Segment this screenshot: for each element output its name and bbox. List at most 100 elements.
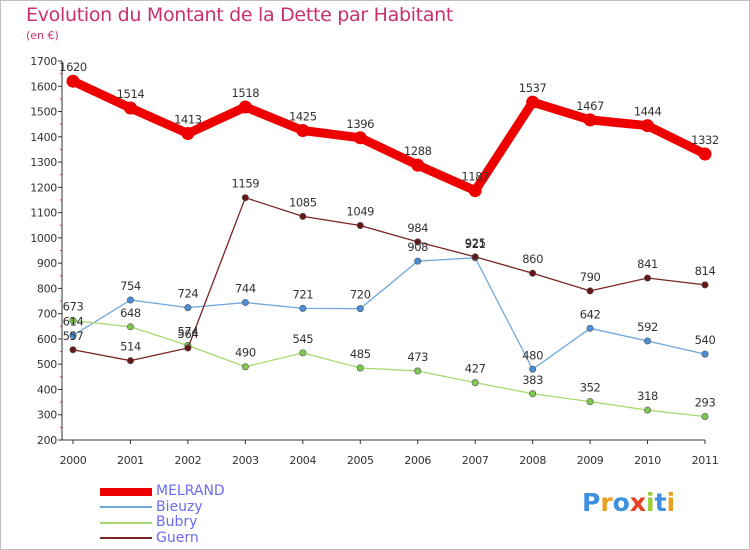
data-label: 1514: [117, 87, 145, 101]
data-point: [701, 413, 709, 421]
x-tick-label: 2004: [289, 454, 316, 467]
data-point: [69, 316, 77, 324]
data-point: [641, 119, 655, 133]
data-label: 318: [637, 389, 658, 403]
chart-unit: (en €): [26, 29, 59, 42]
series-line-melrand: [68, 76, 710, 196]
x-tick-label: 2009: [577, 454, 604, 467]
data-point: [241, 194, 249, 202]
data-point: [66, 74, 80, 88]
legend: MELRAND Bieuzy Bubry Guern: [100, 484, 225, 546]
data-point: [414, 367, 422, 375]
data-label: 754: [120, 279, 141, 293]
data-label: 1159: [232, 177, 260, 191]
data-label: 1467: [576, 99, 604, 113]
legend-swatch: [100, 521, 152, 524]
data-point: [471, 253, 479, 261]
data-point: [529, 365, 537, 373]
data-point: [701, 281, 709, 289]
data-label: 1396: [346, 117, 374, 131]
data-point: [69, 346, 77, 354]
y-tick-label: 1300: [30, 156, 57, 169]
data-label: 814: [695, 264, 716, 278]
data-label: 925: [465, 236, 486, 250]
data-label: 648: [120, 306, 141, 320]
data-label: 592: [637, 320, 658, 334]
x-tick-label: 2002: [175, 454, 202, 467]
data-label: 1049: [346, 204, 374, 218]
data-label: 908: [407, 240, 428, 254]
data-point: [296, 123, 310, 137]
y-tick-label: 1600: [30, 80, 57, 93]
data-label: 574: [178, 325, 199, 339]
legend-item: Guern: [100, 530, 225, 547]
y-tick-label: 700: [37, 308, 57, 321]
data-labels: 1620 1514 1413 1518 1425 1396 1288 1187 1537 1467…: [59, 60, 719, 409]
data-point: [241, 299, 249, 307]
y-tick-label: 1500: [30, 106, 57, 119]
series-lines: [66, 74, 712, 421]
data-point: [698, 147, 712, 161]
logo-letter: i: [646, 488, 655, 517]
x-tick-label: 2001: [117, 454, 144, 467]
data-label: 721: [292, 287, 313, 301]
data-label: 790: [580, 270, 601, 284]
series-line-bubry: [72, 319, 706, 418]
data-point: [184, 304, 192, 312]
data-label: 1518: [232, 86, 260, 100]
data-point: [529, 390, 537, 398]
data-point: [414, 238, 422, 246]
y-tick-label: 1700: [30, 55, 57, 68]
data-label: 545: [292, 332, 313, 346]
data-point: [644, 274, 652, 282]
data-point: [644, 406, 652, 414]
x-tick-label: 2005: [347, 454, 374, 467]
x-tick-label: 2007: [462, 454, 489, 467]
legend-item: MELRAND: [100, 484, 225, 500]
data-label: 1085: [289, 195, 317, 209]
data-point: [299, 212, 307, 220]
data-label: 841: [637, 257, 658, 271]
legend-label: MELRAND: [156, 483, 225, 500]
x-tick-label: 2011: [692, 454, 719, 467]
legend-item: Bubry: [100, 515, 225, 531]
data-label: 383: [522, 373, 543, 387]
data-point: [529, 269, 537, 277]
legend-swatch: [100, 506, 152, 509]
data-label: 1425: [289, 109, 317, 123]
data-point: [586, 287, 594, 295]
data-label: 514: [120, 340, 141, 354]
data-point: [471, 379, 479, 387]
logo-letter: i: [666, 488, 676, 517]
data-label: 724: [178, 287, 199, 301]
y-tick-label: 1000: [30, 232, 57, 245]
logo-letter: t: [654, 488, 667, 517]
chart-title: Evolution du Montant de la Dette par Hab…: [26, 4, 454, 26]
y-tick-label: 500: [37, 358, 57, 371]
data-point: [526, 95, 540, 109]
data-label: 614: [63, 314, 84, 328]
data-point: [414, 257, 422, 265]
series-line-bieuzy: [72, 257, 706, 370]
data-label: 673: [63, 299, 84, 313]
data-point: [411, 158, 425, 172]
data-label: 352: [580, 381, 601, 395]
data-label: 557: [63, 329, 84, 343]
data-point: [241, 363, 249, 371]
y-tick-label: 600: [37, 333, 57, 346]
y-tick-label: 300: [37, 409, 57, 422]
data-point: [586, 324, 594, 332]
series-line-guern: [72, 197, 706, 362]
data-point: [468, 184, 482, 198]
data-point: [184, 344, 192, 352]
legend-swatch: [100, 487, 152, 496]
data-label: 720: [350, 288, 371, 302]
data-point: [126, 323, 134, 331]
logo-letter: r: [600, 488, 613, 517]
y-tick-label: 800: [37, 282, 57, 295]
data-point: [126, 296, 134, 304]
y-tick-label: 1400: [30, 131, 57, 144]
y-tick-label: 1200: [30, 181, 57, 194]
data-label: 564: [178, 327, 199, 341]
